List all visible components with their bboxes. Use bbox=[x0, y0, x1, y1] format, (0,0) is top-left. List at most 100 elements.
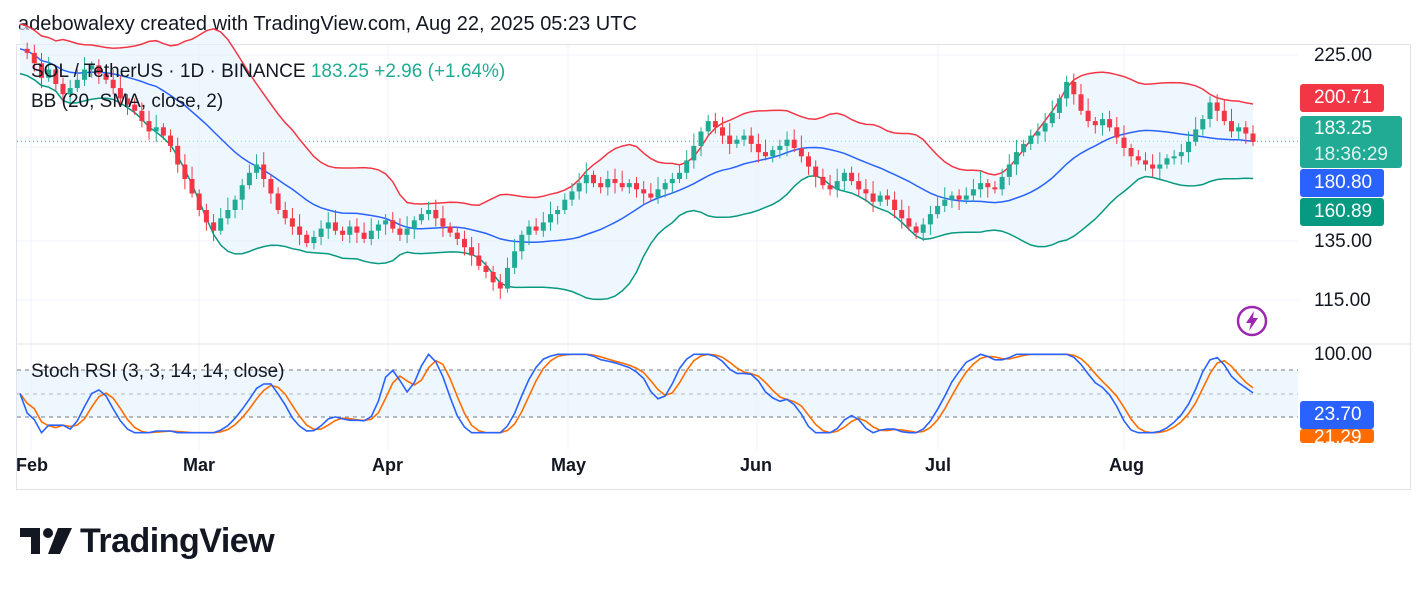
candle-body-73 bbox=[540, 222, 546, 231]
candle-body-129 bbox=[942, 199, 948, 206]
candle-body-156 bbox=[1135, 156, 1141, 161]
candle-body-105 bbox=[770, 150, 776, 157]
candle-body-77 bbox=[569, 191, 575, 200]
candle-body-108 bbox=[791, 139, 797, 148]
candle-body-110 bbox=[806, 156, 811, 167]
candle-body-170 bbox=[1236, 127, 1242, 132]
candle-body-134 bbox=[978, 183, 984, 190]
candle-body-11 bbox=[96, 65, 102, 74]
price-change-legend: +2.96 (+1.64%) bbox=[374, 61, 506, 82]
candle-body-14 bbox=[117, 88, 123, 99]
candle-body-50 bbox=[375, 224, 381, 231]
countdown-value: 18:36:29 bbox=[1314, 144, 1388, 165]
last-price-value: 183.25 bbox=[1314, 118, 1373, 139]
candle-body-32 bbox=[246, 172, 252, 186]
candle-body-6 bbox=[60, 83, 66, 95]
candle-body-35 bbox=[268, 179, 274, 194]
candle-body-60 bbox=[447, 226, 453, 233]
candle-body-24 bbox=[189, 179, 195, 194]
candle-body-15 bbox=[125, 98, 130, 105]
bollinger-band-lines bbox=[19, 23, 1254, 301]
candle-body-79 bbox=[583, 174, 589, 184]
candle-body-8 bbox=[74, 79, 80, 89]
candle-body-39 bbox=[297, 226, 303, 235]
candle-body-93 bbox=[684, 160, 690, 173]
last-price-badge: 183.25 18:36:29 bbox=[1300, 116, 1402, 168]
candle-body-62 bbox=[462, 238, 467, 248]
candle-body-124 bbox=[906, 218, 912, 227]
candle-body-59 bbox=[440, 218, 446, 227]
tradingview-logo-icon bbox=[20, 528, 72, 554]
candle-body-25 bbox=[196, 193, 202, 210]
candle-body-9 bbox=[82, 69, 87, 80]
candle-body-94 bbox=[691, 145, 697, 161]
candle-body-18 bbox=[146, 121, 152, 132]
candle-body-168 bbox=[1221, 110, 1227, 122]
candle-body-85 bbox=[626, 183, 632, 188]
candle-body-70 bbox=[519, 234, 525, 252]
candle-body-55 bbox=[411, 220, 417, 229]
candle-body-125 bbox=[913, 226, 919, 233]
candle-body-160 bbox=[1164, 158, 1170, 165]
candle-body-115 bbox=[841, 172, 847, 182]
time-label-feb: Feb bbox=[16, 455, 49, 475]
candle-body-167 bbox=[1214, 102, 1220, 111]
candle-body-16 bbox=[132, 104, 138, 111]
candle-body-98 bbox=[720, 127, 725, 136]
candle-body-140 bbox=[1021, 143, 1027, 153]
candle-body-106 bbox=[777, 145, 783, 150]
candle-body-104 bbox=[763, 152, 768, 157]
candle-body-148 bbox=[1078, 94, 1084, 111]
candle-body-137 bbox=[999, 176, 1005, 190]
candle-body-45 bbox=[340, 230, 346, 235]
candle-body-20 bbox=[160, 127, 166, 136]
candle-body-166 bbox=[1207, 102, 1213, 119]
candle-body-58 bbox=[433, 210, 439, 219]
candle-body-100 bbox=[734, 139, 740, 144]
candle-body-17 bbox=[139, 110, 145, 122]
candle-body-81 bbox=[598, 183, 604, 188]
candle-body-117 bbox=[856, 181, 862, 190]
candle-body-40 bbox=[304, 234, 310, 244]
candle-body-161 bbox=[1171, 156, 1177, 159]
chart-frame[interactable] bbox=[16, 44, 1411, 490]
candle-body-143 bbox=[1042, 123, 1048, 132]
price-tick-225: 225.00 bbox=[1314, 45, 1373, 66]
candle-body-75 bbox=[555, 210, 561, 215]
candle-body-56 bbox=[418, 214, 424, 221]
candle-body-23 bbox=[182, 164, 188, 179]
osc-tick-100: 100.00 bbox=[1314, 344, 1373, 365]
candle-body-141 bbox=[1028, 135, 1034, 144]
candle-body-146 bbox=[1064, 81, 1070, 99]
candle-body-71 bbox=[526, 226, 532, 235]
bb-basis-badge: 180.80 bbox=[1300, 169, 1384, 197]
lightning-icon[interactable] bbox=[1236, 305, 1268, 337]
candle-body-46 bbox=[347, 226, 353, 235]
candle-body-114 bbox=[834, 181, 840, 190]
candle-body-113 bbox=[827, 185, 833, 190]
candle-body-42 bbox=[318, 228, 324, 237]
candle-body-38 bbox=[289, 218, 295, 227]
candlestick-series bbox=[24, 42, 1256, 299]
candle-body-33 bbox=[254, 164, 260, 173]
candle-body-138 bbox=[1006, 164, 1012, 177]
bb-lower-line bbox=[19, 72, 1254, 301]
stoch-k-badge: 23.70 bbox=[1300, 401, 1374, 429]
candle-body-68 bbox=[505, 267, 510, 289]
tradingview-logo[interactable]: TradingView bbox=[20, 520, 275, 562]
candle-body-96 bbox=[705, 121, 711, 132]
candle-body-47 bbox=[354, 226, 360, 233]
candle-body-153 bbox=[1114, 127, 1120, 138]
candle-body-111 bbox=[813, 166, 819, 177]
candle-body-127 bbox=[927, 214, 933, 225]
candle-body-162 bbox=[1178, 152, 1184, 157]
last-price-legend: 183.25 bbox=[310, 61, 369, 82]
candle-body-158 bbox=[1150, 164, 1156, 169]
stoch-d-value: 21.29 bbox=[1314, 429, 1362, 443]
candle-body-34 bbox=[261, 164, 267, 179]
candle-body-135 bbox=[985, 183, 991, 188]
candle-body-107 bbox=[784, 139, 790, 146]
candle-body-154 bbox=[1121, 137, 1127, 148]
candle-body-102 bbox=[748, 135, 754, 144]
